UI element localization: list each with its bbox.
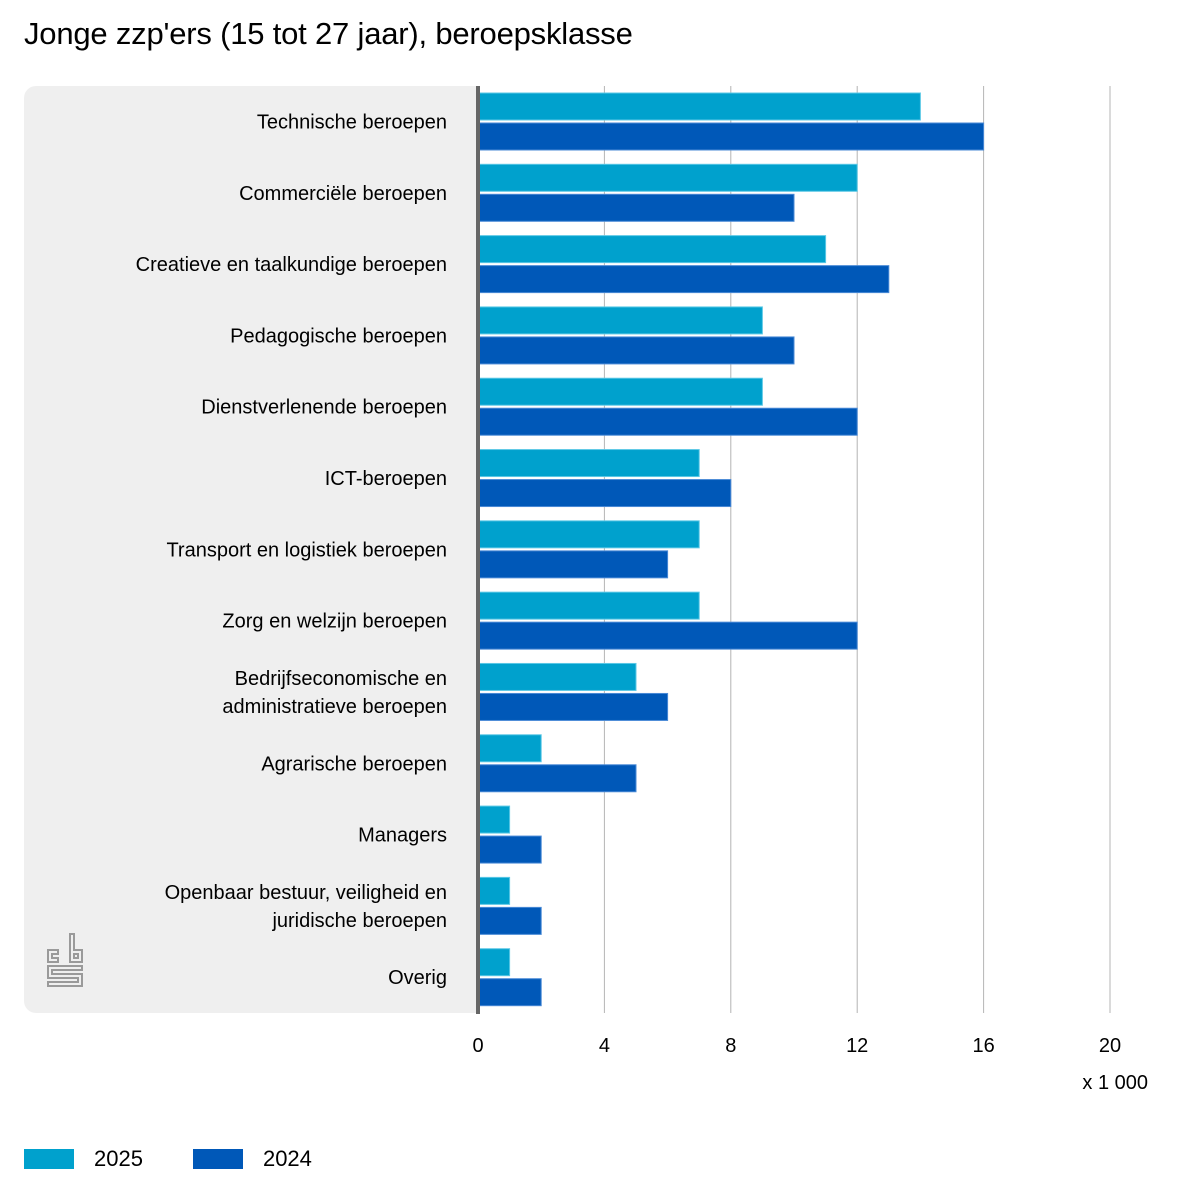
bar-2024[interactable] (477, 978, 542, 1007)
bar-2024[interactable] (477, 764, 637, 793)
category-label: Creatieve en taalkundige beroepen (136, 254, 447, 276)
bar-2024[interactable] (477, 122, 985, 151)
bar-2025[interactable] (477, 377, 763, 406)
x-tick-label: 0 (472, 1035, 483, 1057)
category-label: Pedagogische beroepen (230, 325, 447, 347)
bar-2024[interactable] (477, 193, 795, 222)
y-axis-line (476, 86, 480, 1014)
category-label: Commerciële beroepen (239, 183, 447, 205)
legend-label-2024: 2024 (262, 1146, 312, 1171)
bar-2025[interactable] (477, 591, 700, 620)
cbs-logo-icon (47, 933, 83, 987)
legend-label-2025: 2025 (94, 1146, 143, 1171)
x-tick-label: 12 (846, 1035, 868, 1057)
bar-2025[interactable] (477, 876, 511, 905)
category-label: Transport en logistiek beroepen (166, 539, 447, 561)
x-tick-label: 8 (725, 1035, 736, 1057)
x-tick-label: 4 (599, 1035, 610, 1057)
x-tick-label: 16 (972, 1035, 994, 1057)
category-label: Overig (388, 967, 447, 989)
chart-title: Jonge zzp'ers (15 tot 27 jaar), beroepsk… (24, 16, 633, 51)
legend-item-2025[interactable]: 2025 (24, 1146, 143, 1172)
legend-swatch-2025 (24, 1149, 74, 1169)
bar-2024[interactable] (477, 692, 669, 721)
x-tick-label: 20 (1099, 1035, 1121, 1057)
bar-2025[interactable] (477, 662, 637, 691)
bar-2024[interactable] (477, 906, 542, 935)
category-labels: Technische beroepen Commerciële beroepen C… (136, 112, 447, 990)
category-label: Bedrijfseconomische en (235, 668, 447, 690)
category-label: ICT-beroepen (325, 468, 447, 490)
category-label: Openbaar bestuur, veiligheid en (165, 882, 447, 904)
bar-2024[interactable] (477, 835, 542, 864)
bar-2025[interactable] (477, 805, 511, 834)
category-label: juridische beroepen (271, 910, 447, 932)
gridlines (603, 86, 1111, 1013)
legend-item-2024[interactable]: 2024 (192, 1146, 312, 1172)
bar-2024[interactable] (477, 336, 795, 365)
category-label: Zorg en welzijn beroepen (222, 611, 447, 633)
bar-2025[interactable] (477, 734, 542, 763)
bar-2025[interactable] (477, 92, 921, 121)
category-label: Technische beroepen (257, 112, 447, 134)
bar-2025[interactable] (477, 948, 511, 977)
bar-2024[interactable] (477, 265, 890, 294)
bar-2024[interactable] (477, 550, 669, 579)
bar-2025[interactable] (477, 449, 700, 478)
bar-2025[interactable] (477, 306, 763, 335)
bar-2025[interactable] (477, 235, 827, 264)
bar-2024[interactable] (477, 621, 858, 650)
unit-label: x 1 000 (1082, 1072, 1148, 1094)
bar-2024[interactable] (477, 479, 732, 508)
tick-labels: 0 4 8 12 16 20 (472, 1035, 1121, 1057)
bar-2025[interactable] (477, 520, 700, 549)
category-label: Managers (358, 825, 447, 847)
category-panel (24, 86, 480, 1013)
legend: 2025 2024 (24, 1146, 362, 1172)
bar-2024[interactable] (477, 407, 858, 436)
bar-2025[interactable] (477, 163, 858, 192)
legend-swatch-2024 (192, 1149, 243, 1169)
category-label: administratieve beroepen (222, 696, 447, 718)
category-label: Dienstverlenende beroepen (201, 397, 447, 419)
category-label: Agrarische beroepen (261, 753, 447, 775)
